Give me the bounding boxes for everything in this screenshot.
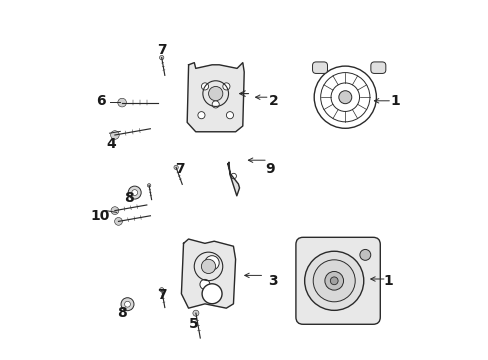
Circle shape xyxy=(200,279,209,289)
Circle shape xyxy=(201,83,208,90)
Circle shape xyxy=(131,190,137,195)
Circle shape xyxy=(212,101,219,108)
Circle shape xyxy=(121,298,134,311)
FancyBboxPatch shape xyxy=(312,62,327,73)
Text: 7: 7 xyxy=(157,44,166,57)
Circle shape xyxy=(204,256,219,270)
Text: 2: 2 xyxy=(268,94,278,108)
Circle shape xyxy=(208,86,223,101)
Circle shape xyxy=(226,112,233,119)
Circle shape xyxy=(159,288,163,292)
Circle shape xyxy=(111,207,119,215)
Text: 1: 1 xyxy=(390,94,400,108)
Polygon shape xyxy=(187,63,244,132)
Polygon shape xyxy=(227,162,239,196)
Polygon shape xyxy=(181,239,235,308)
Text: 7: 7 xyxy=(175,162,184,176)
Circle shape xyxy=(159,55,163,60)
Text: 8: 8 xyxy=(117,306,127,320)
Circle shape xyxy=(202,284,222,304)
Circle shape xyxy=(313,260,354,302)
Text: 4: 4 xyxy=(106,137,116,151)
Circle shape xyxy=(304,251,363,310)
Text: 8: 8 xyxy=(124,191,134,205)
Text: 6: 6 xyxy=(96,94,105,108)
Circle shape xyxy=(110,131,119,139)
Text: 5: 5 xyxy=(189,317,199,331)
Text: 1: 1 xyxy=(383,274,392,288)
Circle shape xyxy=(147,184,150,187)
Circle shape xyxy=(330,277,337,285)
Circle shape xyxy=(114,217,122,225)
Circle shape xyxy=(198,112,204,119)
Text: 9: 9 xyxy=(264,162,274,176)
Circle shape xyxy=(124,301,130,307)
Circle shape xyxy=(359,249,370,260)
FancyBboxPatch shape xyxy=(295,237,380,324)
Circle shape xyxy=(128,186,141,199)
Text: 7: 7 xyxy=(157,288,166,302)
Circle shape xyxy=(174,165,178,170)
Circle shape xyxy=(201,259,215,274)
Circle shape xyxy=(230,173,236,179)
Circle shape xyxy=(192,310,199,316)
Text: 3: 3 xyxy=(268,274,278,288)
Circle shape xyxy=(223,83,229,90)
Circle shape xyxy=(338,91,351,104)
Circle shape xyxy=(324,271,343,290)
Circle shape xyxy=(118,98,126,107)
FancyBboxPatch shape xyxy=(370,62,385,73)
Text: 10: 10 xyxy=(91,209,110,223)
